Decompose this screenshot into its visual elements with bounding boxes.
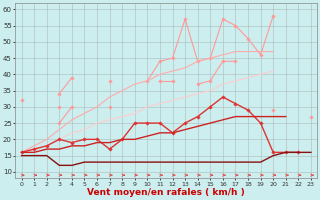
X-axis label: Vent moyen/en rafales ( km/h ): Vent moyen/en rafales ( km/h ) xyxy=(87,188,245,197)
